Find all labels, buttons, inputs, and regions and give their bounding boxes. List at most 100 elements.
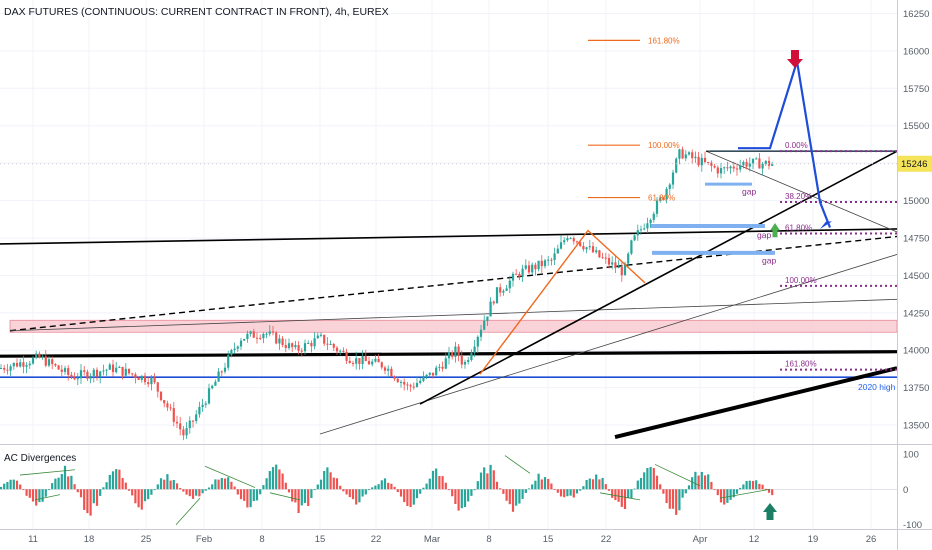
histogram-bar [271,467,275,490]
candle-body [166,403,169,408]
histogram-bar [719,489,723,503]
candle-body [716,167,719,174]
candle-body [470,352,473,361]
divergence-line [719,488,771,499]
time-tick-label: 25 [141,534,152,545]
candle-body [83,370,86,372]
up-arrow-icon-stem [772,230,778,238]
histogram-bar [220,477,223,490]
down-arrow-icon [787,59,803,68]
histogram-bar [627,489,630,499]
level-2020-high-label: 2020 high [858,382,896,392]
histogram-bar [310,489,313,499]
histogram-bar [431,470,435,490]
candle-body [684,154,687,159]
histogram-bar [659,484,662,490]
fib-level-label: 0.00% [785,141,808,150]
candle-body [764,160,767,164]
histogram-bar [287,489,291,493]
candle-body [355,358,358,364]
candle-body [19,362,22,367]
histogram-bar [300,489,303,506]
candle-body [531,264,534,273]
candle-body [467,360,470,362]
histogram-bar [227,477,230,490]
histogram-bar [95,489,99,506]
candle-body [79,370,83,379]
candle-body [643,228,646,230]
candle-body [479,329,483,337]
price-tick-label: 16000 [903,46,929,57]
histogram-bar [204,489,207,491]
candle-body [159,391,163,401]
histogram-bar [159,478,163,490]
histogram-bar [553,489,556,490]
candle-body [623,263,627,276]
histogram-bar [127,489,131,491]
divergence-line [269,492,301,501]
candle-body [371,361,374,365]
histogram-bar [236,489,239,495]
text-labels: DAX FUTURES (CONTINUOUS: CURRENT CONTRAC… [4,6,389,464]
candle-body [281,338,284,346]
divergence-line [599,492,641,501]
rising-trendline [419,150,897,405]
candle-body [771,163,774,166]
candle-body [105,369,108,371]
candle-body [367,361,371,365]
histogram-bar [399,489,403,497]
histogram-bar [361,489,364,497]
candle-body [278,338,281,344]
histogram-bar [185,489,188,495]
candle-body [652,213,655,220]
candle-body [227,354,230,368]
candle-body [316,335,319,339]
candle-body [342,350,345,352]
histogram-bar [563,489,566,498]
candle-body [364,355,367,362]
histogram-bar [67,476,70,490]
histogram-bar [467,489,470,502]
candle-body [707,162,710,164]
candle-body [403,381,406,385]
histogram-bar [22,489,25,491]
candle-body [169,407,172,409]
candle-body [108,364,111,370]
candle-body [556,248,559,254]
histogram-bar [444,482,447,490]
time-tick-label: 15 [543,534,554,545]
candle-body [239,340,243,347]
candle-body [47,359,51,366]
histogram-bar [547,478,550,490]
histogram-bar [499,488,502,490]
fib-level-label: 61.80% [785,223,812,232]
histogram-bar [527,488,531,490]
histogram-bar [150,489,153,495]
histogram-bar [217,479,220,490]
candle-body [179,423,182,430]
candle-body [246,333,249,339]
candle-body [307,342,310,344]
candle-body [454,346,457,357]
histogram-bar [332,477,335,490]
histogram-bar [380,480,383,490]
candle-body [134,374,137,378]
candle-body [361,355,364,365]
indicator-tick-label: 0 [903,485,908,496]
histogram-bar [607,489,611,491]
histogram-bar [476,481,479,490]
candle-body [377,358,380,363]
candle-body [582,245,585,250]
histogram-bar [764,488,767,490]
histogram-bar [425,483,428,490]
histogram-bar [697,475,700,490]
candle-body [476,336,479,347]
down-arrow-icon-stem [791,50,799,60]
candle-body [742,162,745,166]
indicator-tick-label: 100 [903,449,919,460]
histogram-bar [566,489,569,497]
time-tick-label: 8 [486,534,491,545]
histogram-bar [262,485,265,490]
indicator-tick-label: -100 [903,520,922,531]
